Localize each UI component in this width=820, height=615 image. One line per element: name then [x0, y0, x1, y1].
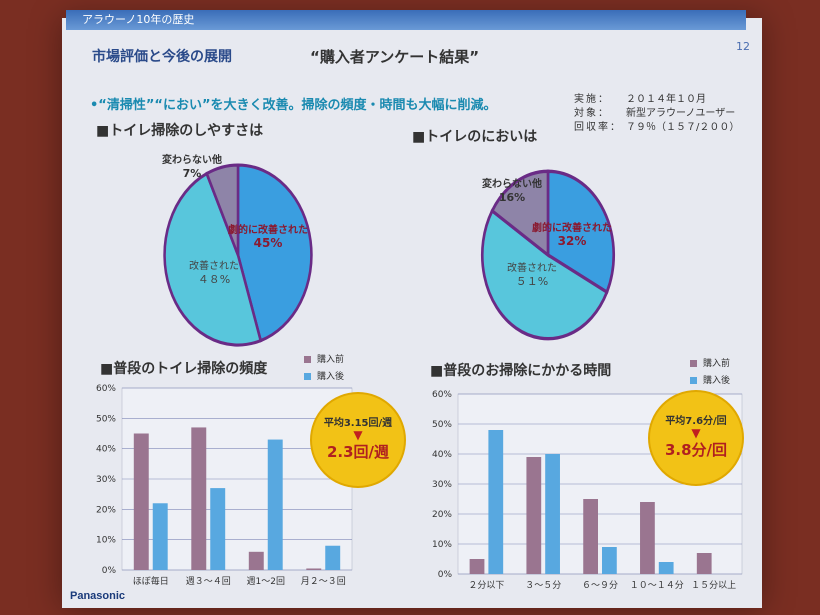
y-tick-label: 50% — [96, 414, 116, 424]
y-tick-label: 30% — [432, 480, 452, 490]
slide-title-bar: アラウーノ10年の歴史 — [66, 10, 746, 30]
pie-slice-value: 7% — [183, 167, 202, 180]
bar1-average-badge: 平均3.15回/週 ▼ 2.3回/週 — [310, 392, 406, 488]
survey-info-row: 対象： 新型アラウーノユーザー — [574, 108, 736, 119]
x-tick-label: ３～５分 — [525, 580, 561, 591]
bar-after — [152, 503, 168, 570]
badge-after-value: 2.3回/週 — [326, 443, 390, 461]
y-tick-label: 10% — [432, 540, 452, 550]
y-tick-label: 30% — [96, 475, 116, 485]
x-tick-label: ほぼ毎日 — [133, 575, 169, 587]
pie-slice-label: 変わらない他 — [162, 153, 222, 166]
pie1-title: ■トイレ掃除のしやすさは — [96, 123, 264, 139]
headline: •“清掃性”“におい”を大きく改善。掃除の頻度・時間も大幅に削減。 — [90, 98, 497, 113]
pie-chart-1 — [163, 163, 313, 347]
survey-info-row: 回収率： ７９％（１５７/２００） — [574, 122, 740, 133]
pie-slice-label: 劇的に改善された — [228, 223, 308, 236]
bar2-average-badge: 平均7.6分/回 ▼ 3.8分/回 — [648, 390, 744, 486]
x-tick-label: １０～１４分 — [630, 580, 684, 591]
pie-slice-value: 45% — [254, 236, 283, 250]
x-tick-label: 週３～４回 — [186, 576, 231, 587]
bar1-legend: 購入前 購入後 — [304, 352, 344, 386]
down-arrow-icon: ▼ — [353, 428, 363, 442]
pie-slice — [490, 169, 550, 259]
bar-before — [133, 433, 149, 570]
pie-slice — [236, 163, 313, 343]
page-number: 12 — [736, 40, 750, 53]
bar2-title: ■普段のお掃除にかかる時間 — [430, 363, 612, 379]
pie-slice-label: 変わらない他 — [482, 177, 542, 190]
pie-slice-value: 32% — [558, 234, 587, 248]
legend-item-after: 購入後 — [304, 369, 344, 382]
survey-info-row: 実施： ２０１４年１０月 — [574, 94, 706, 105]
x-tick-label: 週1～2回 — [247, 576, 285, 587]
pie-slice-label: 劇的に改善された — [532, 221, 612, 234]
survey-title: “購入者アンケート結果” — [310, 48, 480, 66]
pie-slice-label: 改善された — [189, 259, 239, 272]
y-tick-label: 60% — [432, 390, 452, 400]
bar-before — [583, 499, 598, 574]
bar-after — [267, 439, 283, 570]
bar-before — [248, 551, 264, 570]
y-tick-label: 50% — [432, 420, 452, 430]
bar-after — [488, 430, 504, 574]
pie-chart-2 — [480, 169, 616, 341]
y-tick-label: 20% — [96, 505, 116, 515]
bar-before — [191, 427, 207, 570]
pie-slice — [480, 208, 609, 341]
survey-info: 実施： ２０１４年１０月 対象： 新型アラウーノユーザー 回収率： ７９％（１５７/２… — [574, 93, 739, 135]
pie2-title: ■トイレのにおいは — [412, 129, 538, 145]
legend-item-after: 購入後 — [690, 373, 730, 386]
bar-before — [526, 457, 542, 574]
y-tick-label: 0% — [102, 566, 117, 576]
bar-before — [696, 553, 712, 574]
y-tick-label: 40% — [432, 450, 452, 460]
pie-slice-label: 改善された — [507, 261, 557, 274]
y-tick-label: 0% — [438, 570, 453, 580]
y-tick-label: 10% — [96, 536, 116, 546]
bar-after — [210, 488, 226, 570]
y-tick-label: 60% — [96, 384, 116, 394]
legend-item-before: 購入前 — [304, 352, 344, 365]
pie-slice-value: 16% — [499, 191, 525, 204]
badge-before-value: 平均3.15回/週 — [323, 418, 393, 429]
y-tick-label: 20% — [432, 510, 452, 520]
bar2-legend: 購入前 購入後 — [690, 356, 730, 390]
pie-slice — [546, 169, 616, 295]
x-tick-label: ６～９分 — [582, 580, 618, 591]
pie-slice — [205, 163, 240, 256]
bar1-title: ■普段のトイレ掃除の頻度 — [100, 361, 268, 377]
badge-before-value: 平均7.6分/回 — [665, 416, 727, 427]
x-tick-label: 月２～３回 — [301, 576, 346, 587]
bar-after — [545, 454, 560, 574]
section-title: 市場評価と今後の展開 — [92, 49, 232, 65]
pie-slice-value: ５１% — [516, 275, 548, 288]
legend-item-before: 購入前 — [690, 356, 730, 369]
pie-slice — [163, 171, 263, 347]
x-tick-label: １５分以上 — [691, 580, 736, 591]
bar-after — [602, 547, 617, 574]
bar-after — [325, 545, 341, 570]
bar-before — [469, 559, 485, 574]
panasonic-logo: Panasonic — [70, 590, 126, 602]
bar-after — [658, 562, 674, 574]
bar-before — [306, 568, 322, 570]
badge-after-value: 3.8分/回 — [664, 441, 728, 459]
y-tick-label: 40% — [96, 445, 116, 455]
x-tick-label: ２分以下 — [468, 580, 504, 591]
bar-before — [640, 502, 655, 574]
down-arrow-icon: ▼ — [691, 426, 701, 440]
pie-slice-value: ４８% — [198, 273, 230, 286]
